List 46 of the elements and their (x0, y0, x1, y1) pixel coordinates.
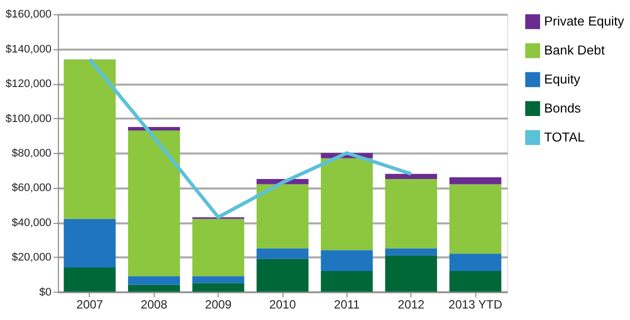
bar (128, 130, 180, 276)
legend-label: Bank Debt (544, 42, 606, 58)
bar (320, 158, 373, 250)
x-tick-label: 2011 (334, 297, 360, 312)
x-tick-label: 2013 YTD (448, 297, 503, 312)
bar (192, 283, 244, 292)
bar (192, 276, 244, 284)
y-tick-label: $20,000 (12, 252, 52, 264)
y-tick-label: $120,000 (6, 78, 52, 90)
x-tick-label: 2008 (140, 297, 168, 312)
line-series (88, 58, 413, 219)
y-tick-label: $80,000 (12, 148, 52, 160)
bar (256, 184, 309, 248)
bar (385, 179, 438, 248)
bar (192, 218, 244, 276)
x-tick-label: 2012 (398, 297, 425, 312)
bar (449, 270, 502, 292)
bar (256, 258, 309, 292)
x-tick-label: 2007 (76, 297, 104, 312)
y-tick-label: $0 (39, 286, 52, 298)
bar (64, 268, 116, 292)
bar (128, 284, 180, 292)
bar (320, 250, 373, 271)
legend-label: TOTAL (544, 130, 585, 145)
bar (449, 177, 502, 184)
legend-label: Private Equity (544, 14, 625, 29)
y-tick-label: $100,000 (6, 112, 52, 125)
bar (385, 174, 438, 180)
bar (385, 248, 438, 256)
legend-label: Equity (544, 72, 581, 87)
bar (385, 255, 438, 292)
x-tick-label: 2010 (269, 297, 296, 312)
bar (256, 248, 309, 259)
y-tick-label: $60,000 (12, 182, 52, 194)
y-tick-label: $160,000 (6, 8, 52, 21)
bar (128, 276, 180, 285)
bar (449, 184, 502, 254)
bar (64, 59, 116, 219)
bar (449, 254, 502, 271)
y-tick-label: $40,000 (12, 216, 52, 229)
bar (128, 126, 180, 130)
legend-label: Bonds (544, 100, 582, 116)
bar (64, 218, 116, 268)
x-tick-label: 2009 (204, 297, 232, 312)
bar (320, 270, 373, 292)
y-tick-label: $140,000 (6, 43, 52, 56)
